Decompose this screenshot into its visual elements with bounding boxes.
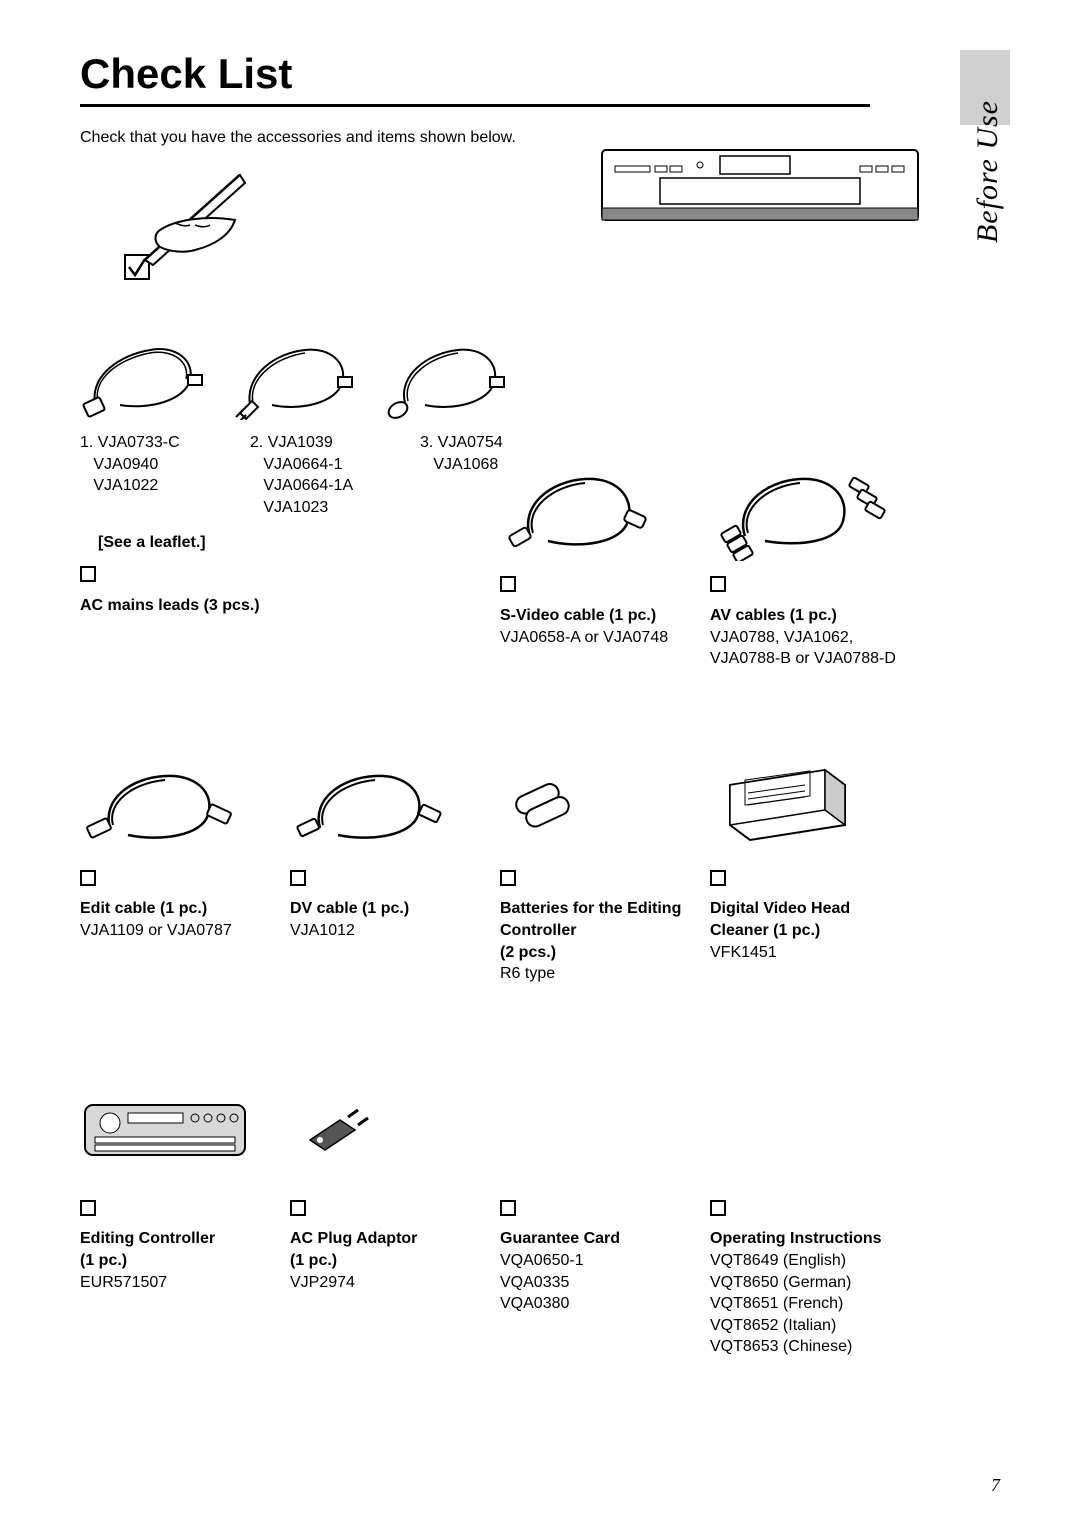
checkbox-icon (710, 1200, 726, 1216)
page-title: Check List (80, 50, 1010, 98)
part-code: VQT8650 (German) (710, 1274, 851, 1291)
power-cords-illustration (80, 325, 1010, 420)
part-code: R6 type (500, 965, 555, 982)
checkbox-icon (500, 870, 516, 886)
side-section-label: Before Use (971, 100, 1005, 243)
checkbox-icon (710, 870, 726, 886)
part-code: VJA1039 (268, 434, 333, 451)
cord-2-icon (230, 325, 360, 420)
part-code: VJA0940 (93, 456, 158, 473)
part-code: VQT8649 (English) (710, 1252, 846, 1269)
item-operating-instructions: Operating Instructions VQT8649 (English)… (710, 1070, 920, 1358)
checkbox-icon (500, 1200, 516, 1216)
item-label: Editing Controller (80, 1230, 215, 1247)
item-label: (2 pcs.) (500, 944, 556, 961)
item-head-cleaner: Digital Video Head Cleaner (1 pc.) VFK14… (710, 740, 920, 985)
part-code: VJA1022 (93, 477, 158, 494)
part-code: VQT8651 (French) (710, 1295, 843, 1312)
item-label: AC Plug Adaptor (290, 1230, 417, 1247)
part-code: VJA0733-C (98, 434, 180, 451)
device-illustration (600, 140, 920, 230)
item-label: S-Video cable (1 pc.) (500, 607, 656, 624)
item-label: Digital Video Head (710, 900, 850, 917)
checkbox-icon (80, 870, 96, 886)
cord-1-icon (80, 325, 210, 420)
part-code: VJA0788, VJA1062, (710, 629, 853, 646)
edit-cable-icon (80, 750, 240, 850)
checkbox-icon (290, 1200, 306, 1216)
title-rule (80, 104, 870, 107)
part-code: VJA0664-1 (263, 456, 342, 473)
checkbox-icon (290, 870, 306, 886)
item-svideo: S-Video cable (1 pc.) VJA0658-A or VJA07… (500, 566, 710, 669)
item-guarantee: Guarantee Card VQA0650-1 VQA0335 VQA0380 (500, 1070, 710, 1358)
part-code: VJA0788-B or VJA0788-D (710, 650, 896, 667)
item-label: (1 pc.) (290, 1252, 337, 1269)
part-code: VJA1109 or VJA0787 (80, 922, 232, 939)
checkbox-icon (500, 576, 516, 592)
item-label: AV cables (1 pc.) (710, 607, 837, 624)
part-code: VJA1023 (263, 499, 328, 516)
part-code: VJP2974 (290, 1274, 355, 1291)
part-code: EUR571507 (80, 1274, 167, 1291)
checkbox-icon (80, 566, 96, 582)
cassette-icon (710, 755, 860, 845)
list-num: 2. (250, 434, 263, 451)
item-label: Batteries for the Editing (500, 900, 681, 917)
cord-3-icon (380, 325, 510, 420)
part-code: VQA0335 (500, 1274, 569, 1291)
item-label: Controller (500, 922, 576, 939)
item-batteries: Batteries for the Editing Controller (2 … (500, 740, 710, 985)
item-edit-cable: Edit cable (1 pc.) VJA1109 or VJA0787 (80, 740, 290, 985)
item-av: AV cables (1 pc.) VJA0788, VJA1062, VJA0… (710, 566, 920, 669)
item-label: Cleaner (1 pc.) (710, 922, 820, 939)
part-code: VQA0380 (500, 1295, 569, 1312)
part-code: VJA1068 (433, 456, 498, 473)
part-code: VJA1012 (290, 922, 355, 939)
item-dv-cable: DV cable (1 pc.) VJA1012 (290, 740, 500, 985)
item-label: Edit cable (1 pc.) (80, 900, 207, 917)
item-ac-mains: AC mains leads (3 pcs.) (80, 566, 500, 669)
part-code: VQT8652 (Italian) (710, 1317, 836, 1334)
item-label: AC mains leads (3 pcs.) (80, 597, 260, 614)
item-label: DV cable (1 pc.) (290, 900, 409, 917)
part-code: VJA0658-A or VJA0748 (500, 629, 668, 646)
item-label: Guarantee Card (500, 1230, 620, 1247)
av-cable-icon (710, 451, 890, 561)
part-code: VQT8653 (Chinese) (710, 1338, 852, 1355)
batteries-icon (500, 765, 590, 835)
checkbox-icon (710, 576, 726, 592)
checkbox-icon (80, 1200, 96, 1216)
item-label: (1 pc.) (80, 1252, 127, 1269)
part-code: VFK1451 (710, 944, 777, 961)
item-label: Operating Instructions (710, 1230, 882, 1247)
dv-cable-icon (290, 750, 450, 850)
part-code: VQA0650-1 (500, 1252, 584, 1269)
controller-icon (80, 1095, 250, 1165)
list-num: 3. (420, 434, 433, 451)
plug-adaptor-icon (290, 1095, 380, 1165)
part-code: VJA0664-1A (263, 477, 353, 494)
svideo-cable-icon (500, 451, 650, 561)
item-plug-adaptor: AC Plug Adaptor (1 pc.) VJP2974 (290, 1070, 500, 1358)
list-num: 1. (80, 434, 93, 451)
item-editing-controller: Editing Controller (1 pc.) EUR571507 (80, 1070, 290, 1358)
page-number: 7 (991, 1475, 1000, 1496)
part-code: VJA0754 (438, 434, 503, 451)
